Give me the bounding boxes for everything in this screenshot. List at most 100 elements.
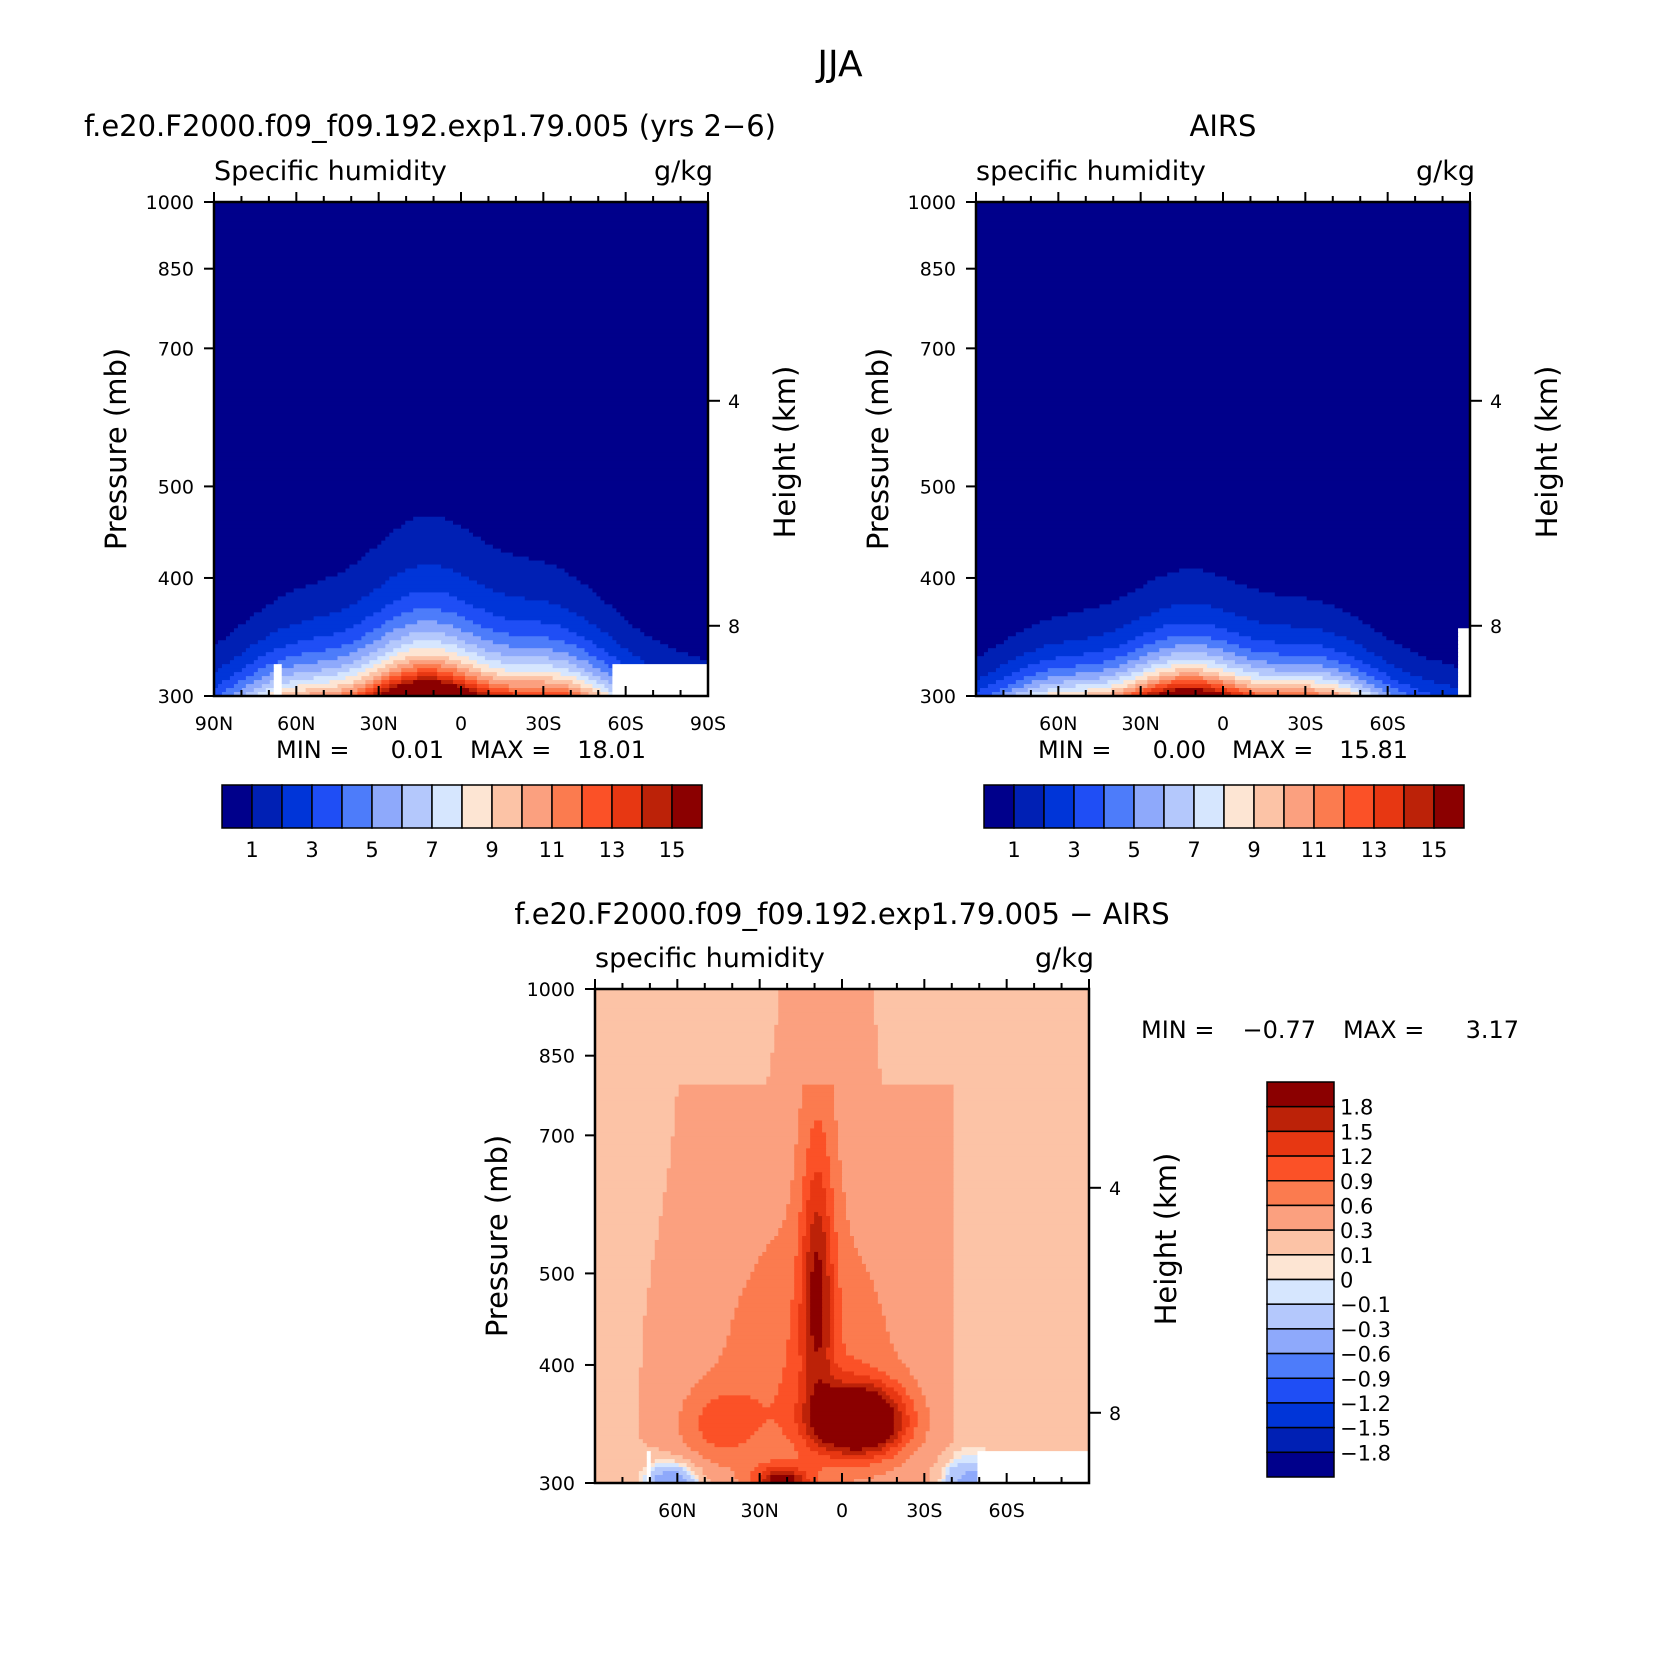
panel-title: f.e20.F2000.f09_f09.192.exp1.79.005 − AI… [514, 897, 1169, 931]
contour-cell [758, 1475, 767, 1480]
contour-cell [604, 660, 621, 665]
contour-cell [838, 1236, 855, 1241]
contour-cell [595, 1459, 648, 1464]
contour-cell [674, 1108, 799, 1114]
contour-cell [826, 1204, 835, 1209]
contour-cell [214, 528, 394, 534]
contour-cell [1374, 684, 1391, 689]
contour-cell [830, 1455, 875, 1460]
contour-cell [802, 1096, 835, 1102]
contour-cell [762, 1479, 771, 1483]
contour-cell [214, 277, 708, 283]
contour-cell [214, 429, 708, 434]
contour-cell [646, 1303, 740, 1309]
contour-cell [806, 1315, 811, 1321]
contour-cell [214, 520, 406, 526]
contour-cell [798, 1247, 803, 1253]
contour-cell [552, 676, 578, 681]
contour-cell [417, 564, 442, 570]
contour-cell [389, 676, 402, 681]
contour-cell [849, 1447, 863, 1452]
contour-cell [976, 221, 1470, 227]
colorbar-label: −0.1 [1340, 1293, 1391, 1317]
contour-cell [814, 1383, 831, 1388]
contour-cell [1346, 636, 1387, 641]
units-label: g/kg [1416, 156, 1475, 187]
contour-cell [953, 1255, 1089, 1261]
contour-cell [790, 1335, 799, 1341]
contour-cell [1238, 632, 1336, 637]
contour-cell [999, 688, 1013, 693]
contour-cell [658, 1228, 779, 1233]
contour-cell [1175, 676, 1204, 681]
contour-cell [770, 1239, 799, 1245]
contour-cell [758, 1259, 795, 1265]
contour-cell [830, 1172, 843, 1177]
contour-cell [595, 1024, 775, 1030]
contour-cell [822, 1228, 831, 1233]
contour-cell [810, 1447, 827, 1452]
contour-cell [576, 664, 594, 669]
contour-cell [592, 588, 708, 594]
y-tick-label: 700 [920, 338, 956, 360]
contour-cell [620, 660, 645, 665]
contour-cell [658, 1447, 692, 1452]
contour-cell [810, 1192, 827, 1197]
contour-cell [953, 1180, 1089, 1185]
contour-cell [798, 1327, 807, 1333]
contour-cell [1238, 644, 1324, 649]
contour-cell [913, 1435, 927, 1440]
contour-cell [889, 1331, 955, 1337]
contour-cell [381, 684, 390, 689]
contour-cell [877, 1367, 911, 1373]
contour-cell [508, 688, 570, 693]
contour-cell [810, 1271, 823, 1277]
contour-cell [357, 688, 366, 693]
contour-cell [976, 425, 1470, 430]
contour-cell [806, 1255, 815, 1261]
contour-cell [893, 1387, 907, 1392]
contour-cell [806, 1283, 811, 1289]
contour-cell [480, 636, 550, 641]
contour-cell [638, 1411, 680, 1416]
contour-cell [834, 1355, 855, 1361]
contour-cell [273, 684, 283, 689]
contour-cell [842, 1311, 883, 1317]
contour-cell [1047, 688, 1089, 693]
contour-cell [1246, 684, 1312, 689]
colorbar-label: 1.5 [1340, 1120, 1373, 1144]
contour-cell [830, 1283, 835, 1289]
contour-cell [810, 1299, 823, 1305]
contour-cell [1103, 668, 1128, 673]
contour-cell [806, 1343, 815, 1349]
contour-cell [1350, 664, 1371, 669]
contour-cell [595, 1279, 652, 1285]
contour-cell [802, 1088, 835, 1094]
contour-cell [921, 1443, 951, 1448]
contour-cell [758, 1427, 783, 1432]
contour-cell [714, 1443, 740, 1448]
contour-cell [810, 1196, 827, 1201]
x-ticks [594, 979, 1090, 1483]
contour-cell [778, 1016, 875, 1022]
contour-cell [214, 337, 708, 343]
contour-cell [301, 652, 351, 657]
contour-cell [698, 1379, 783, 1384]
contour-cell [508, 684, 570, 689]
contour-cell [976, 548, 1470, 554]
contour-cell [1410, 684, 1451, 689]
contour-cell [595, 1291, 648, 1297]
contour-cell [381, 676, 390, 681]
contour-cell [1131, 692, 1140, 696]
contour-cell [476, 692, 490, 696]
contour-cell [441, 640, 466, 645]
contour-cell [595, 1339, 644, 1345]
contour-cell [595, 1251, 656, 1257]
contour-cell [830, 1327, 835, 1333]
contour-cell [834, 1100, 955, 1106]
contour-cell [953, 1112, 1089, 1118]
contour-cell [273, 648, 327, 653]
colorbar-box [1266, 1278, 1335, 1305]
contour-cell [464, 640, 494, 645]
contour-cell [953, 1259, 1089, 1265]
